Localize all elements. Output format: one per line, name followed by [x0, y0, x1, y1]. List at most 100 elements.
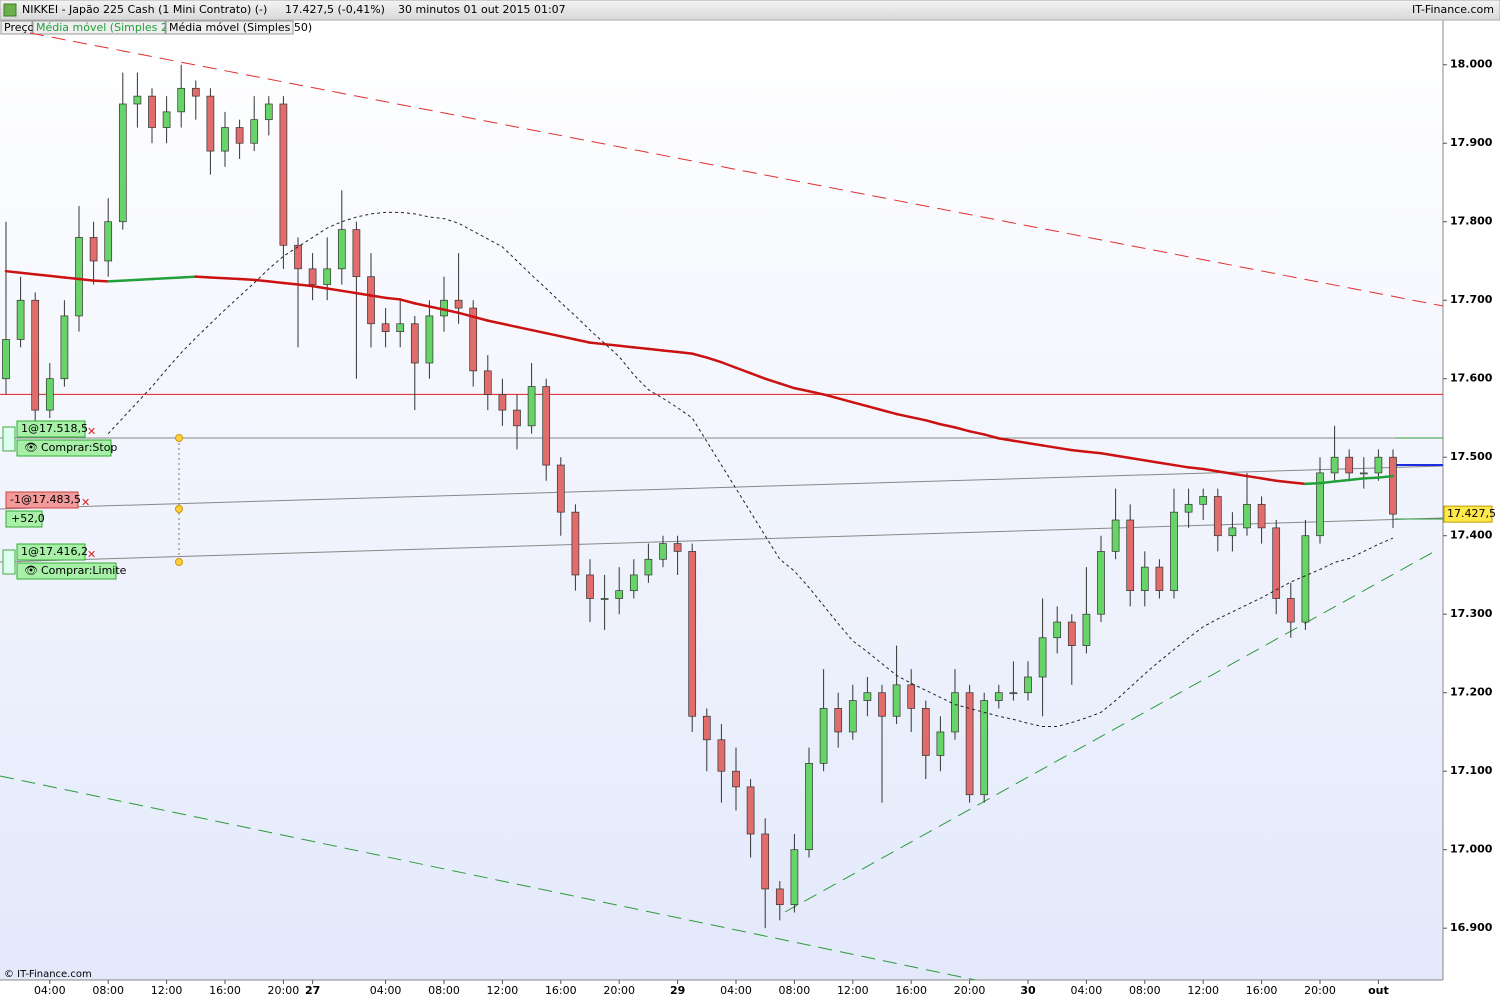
ma-line — [194, 275, 212, 279]
order-handle[interactable] — [175, 505, 183, 513]
candle-body — [527, 386, 536, 427]
ma-line — [632, 346, 650, 351]
order-box[interactable] — [16, 420, 86, 438]
ma-line — [1362, 476, 1380, 480]
ma-line — [442, 308, 460, 315]
candle-body — [1067, 621, 1076, 646]
candle-body — [1286, 598, 1295, 623]
legend-button[interactable] — [0, 20, 33, 35]
candle-body — [1330, 456, 1339, 474]
order-box[interactable] — [16, 543, 86, 561]
y-tick-label: 17.800 — [1450, 215, 1493, 228]
candle-body — [1038, 637, 1047, 678]
candle-body — [586, 574, 594, 599]
candle-body — [75, 237, 83, 317]
legend-button[interactable] — [32, 20, 166, 35]
plot-area — [0, 20, 1443, 980]
candle-body — [148, 95, 156, 128]
ma-line — [296, 283, 314, 288]
order-box[interactable] — [16, 562, 117, 580]
candle-body — [936, 731, 945, 756]
x-tick-label: 12:00 — [487, 984, 519, 997]
trendline-green — [0, 775, 978, 980]
ma-line — [19, 271, 37, 276]
ma-line — [588, 341, 606, 346]
ma-line — [734, 366, 752, 375]
order-box[interactable] — [16, 439, 112, 457]
candle-body — [1272, 527, 1281, 599]
y-tick-label: 17.600 — [1450, 372, 1493, 385]
candle-body — [600, 598, 609, 600]
order-drag[interactable] — [2, 426, 16, 452]
order-label[interactable]: 1@17.416,2 — [21, 545, 88, 558]
candle-body — [381, 323, 390, 332]
candle-body — [337, 229, 346, 270]
candle-body — [1140, 566, 1149, 592]
x-tick-label: out — [1368, 984, 1389, 997]
candle-body — [1257, 503, 1266, 529]
ma-line — [909, 415, 928, 422]
legend-ma200[interactable]: Média móvel (Simples 200) — [36, 21, 186, 34]
x-tick-label: 12:00 — [1187, 984, 1219, 997]
ma-line — [530, 328, 548, 335]
ma-line — [559, 335, 577, 341]
candle-body — [1097, 551, 1105, 615]
ma-line — [997, 437, 1015, 442]
candle-body — [352, 229, 361, 278]
x-tick-label: 04:00 — [34, 984, 66, 997]
pnl-box — [5, 510, 43, 528]
legend-price[interactable]: Preço — [4, 21, 35, 34]
candle-body — [848, 700, 857, 733]
candle-body — [410, 323, 419, 364]
ma-line — [209, 276, 227, 280]
x-tick-label: 04:00 — [720, 984, 752, 997]
ma-line — [720, 360, 738, 369]
y-tick-label: 18.000 — [1450, 58, 1493, 71]
order-cancel[interactable]: ✕ — [87, 425, 96, 438]
ma-line — [939, 423, 957, 429]
ma-line — [647, 347, 665, 352]
eye-icon[interactable]: 👁 — [24, 441, 38, 454]
x-tick-label: 08:00 — [1129, 984, 1161, 997]
candle-body — [1301, 535, 1310, 623]
order-label[interactable]: 1@17.518,5 — [21, 422, 88, 435]
candle-body — [133, 95, 142, 105]
candle-body — [1082, 613, 1091, 646]
order-handle[interactable] — [175, 558, 183, 566]
y-tick-label: 17.700 — [1450, 293, 1493, 306]
ma-line — [1231, 472, 1249, 478]
candle-body — [1053, 621, 1062, 639]
legend-ma50[interactable]: Média móvel (Simples 50) — [169, 21, 312, 34]
candle-body — [1199, 496, 1208, 505]
candle-body — [571, 511, 580, 576]
x-tick-label: 16:00 — [1246, 984, 1278, 997]
position-box[interactable] — [5, 491, 79, 509]
candle-body — [673, 543, 682, 552]
order-handle[interactable] — [175, 434, 183, 442]
x-tick-label: 20:00 — [268, 984, 300, 997]
candle-body — [907, 684, 916, 709]
legend-button[interactable] — [165, 20, 294, 35]
ma-line — [1289, 481, 1307, 486]
order-action[interactable]: Comprar:Stop — [41, 441, 117, 454]
candle-body — [892, 684, 901, 717]
ma-line — [1201, 467, 1220, 473]
header-bar — [0, 0, 1500, 21]
ma-line — [1304, 481, 1322, 486]
ma-line — [471, 315, 490, 322]
candle-body — [118, 103, 127, 223]
position-close[interactable]: ✕ — [81, 496, 90, 509]
header-quote: 17.427,5 (-0,41%) — [285, 3, 385, 16]
y-tick-label: 17.900 — [1450, 136, 1493, 149]
position-label[interactable]: -1@17.483,5 — [10, 493, 81, 506]
ma-line — [340, 289, 358, 295]
order-cancel[interactable]: ✕ — [87, 548, 96, 561]
order-drag[interactable] — [2, 549, 16, 575]
order-action[interactable]: Comprar:Limite — [41, 564, 127, 577]
footer: © IT-Finance.com — [4, 969, 92, 980]
eye-icon[interactable]: 👁 — [24, 564, 38, 577]
ma-line — [1070, 448, 1088, 453]
candle-body — [454, 299, 463, 309]
candle-body — [1184, 503, 1193, 513]
x-tick-label: 08:00 — [92, 984, 124, 997]
